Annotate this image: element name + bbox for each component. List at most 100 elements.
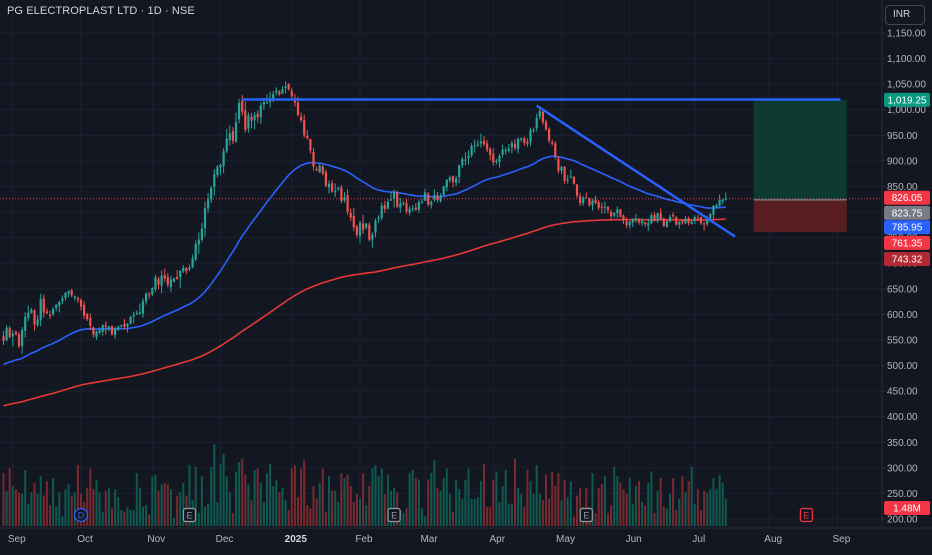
volume-bar [49,505,51,526]
marker-letter: D [78,511,85,521]
currency-button[interactable]: INR [885,5,925,25]
price-tick-label: 900.00 [887,156,918,167]
volume-bar [18,492,20,526]
candle-body [14,332,17,335]
volume-bar [709,489,712,526]
price-label-box [884,205,930,220]
trend-drawings[interactable] [242,98,841,238]
earnings-marker[interactable]: E [799,507,814,523]
volume-bar [284,500,287,526]
volume-bar [70,495,73,526]
volume-bar [641,502,644,526]
candle-body [538,111,541,117]
volume-bar [557,473,560,526]
candle-body [259,105,262,118]
price-axis[interactable]: 1,150.00 1,100.00 1,050.00 1,000.00 950.00 90… [881,0,932,550]
moving-averages [3,155,726,407]
volume-bar [483,463,485,526]
symbol-title[interactable]: PG ELECTROPLAST LTD · 1D · NSE [7,5,195,17]
candle-body [588,198,591,206]
candle-body [603,206,606,208]
candle-body [160,275,163,286]
volume-bar [700,510,702,526]
volume-bar [324,511,327,526]
candle-body [55,304,58,308]
candle-body [427,193,430,205]
candle-body [182,267,185,272]
volume-bar [535,465,538,526]
volume-bar [594,513,597,526]
volume-bar [607,513,609,526]
price-label-text: 823.75 [892,208,923,219]
volume-bar [631,503,634,526]
marker-shape [73,507,89,523]
volume-bar [194,466,197,526]
candle-body [262,102,265,105]
candle-body [269,99,272,103]
candle-body [306,135,309,139]
candle-body [145,293,148,302]
volume-bar [414,478,417,526]
volume-bar [545,474,547,526]
earnings-marker[interactable]: E [579,507,593,523]
candle-body [479,141,482,144]
volume-bar [55,506,58,526]
volume-bar [188,465,191,526]
candle-body [234,122,238,142]
volume-bar [39,476,42,526]
volume-bar [576,495,578,526]
volume-bar [355,494,358,526]
volume-bar [256,468,259,526]
candle-body [706,217,709,225]
candle-body [712,205,715,215]
candle-body [250,116,253,121]
price-label-box [884,501,930,515]
candle-body [637,219,641,223]
dividend-marker[interactable]: D [73,507,89,523]
candle-body [76,297,79,300]
time-tick-label: Jun [626,534,642,545]
volume-bar [241,458,244,526]
candle-body [5,327,8,341]
candle-body [482,140,486,145]
candle-body [532,130,535,132]
candle-body [89,318,92,326]
time-axis[interactable]: Sep Oct Nov Dec 2025 Feb Mar Apr May Jun Jul Aug Sep [0,527,932,545]
volume-bar [197,513,200,526]
volume-bar [98,492,101,526]
volume-bar [647,482,650,526]
volume-bar [638,481,640,526]
volume-bar [489,506,492,526]
candle-body [464,159,467,161]
candle-body [194,244,197,260]
long-position-tool[interactable] [0,99,882,232]
candle-body [148,294,151,296]
volume-bar [495,471,498,526]
earnings-marker[interactable]: E [387,507,401,523]
price-label-text: 1.48M [893,504,921,515]
volume-bar [442,478,445,526]
volume-bar [228,492,231,526]
candle-body [681,220,684,223]
volume-bar [362,473,365,526]
volume-bar [64,489,67,526]
candle-body [30,309,33,313]
candle-body [448,177,451,181]
volume-bar [331,490,334,526]
marker-shape [387,507,401,523]
volume-bar [318,482,321,526]
volume-bar [275,479,278,526]
volume-bar [374,465,377,526]
time-tick-label: Mar [420,534,438,545]
marker-shape [579,507,593,523]
candle-body [73,296,76,298]
time-tick-label: 2025 [285,534,308,545]
volume-bar [452,511,454,526]
time-tick-label: Sep [833,534,851,545]
candle-body [309,139,312,151]
candle-body [172,278,176,282]
earnings-marker[interactable]: E [182,507,197,523]
